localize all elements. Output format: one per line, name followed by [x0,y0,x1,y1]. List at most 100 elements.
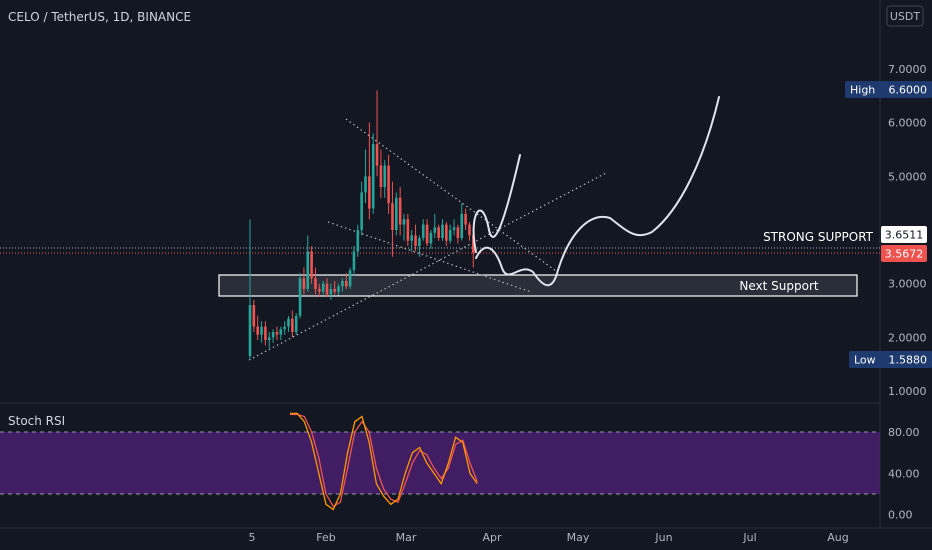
candle-body [252,305,256,327]
candle [260,321,263,343]
candle-body [275,331,279,335]
candle [248,219,252,360]
support-value: 3.6511 [885,229,924,242]
candle [275,326,279,341]
candle [344,272,348,290]
candle [352,246,356,276]
time-tick-label: Apr [482,531,502,544]
candle-body [414,235,417,247]
candle-body [379,165,383,188]
candle-body [271,331,275,338]
candle [333,280,336,295]
candle [310,246,313,284]
candle [321,280,325,295]
candle [433,213,437,239]
candle [456,224,460,244]
candle [387,154,390,214]
last-price-value: 3.5672 [885,248,924,261]
candle-body [452,227,456,230]
candle-body [464,213,467,225]
rsi-title: Stoch RSI [8,414,65,428]
candle-body [410,235,413,241]
candle-body [329,289,333,295]
candle-body [391,203,394,230]
candle [375,90,379,177]
candle [364,149,367,204]
time-tick-label: Jun [654,531,672,544]
candle [379,149,383,198]
candle [448,224,452,244]
candle [464,208,467,230]
candle-body [406,219,410,241]
next-support-label: Next Support [739,279,819,293]
time-tick-label: 5 [249,531,256,544]
rsi-k-line [290,412,478,511]
next-support-zone[interactable] [218,274,858,297]
candle [410,230,413,252]
candle-body [291,318,294,332]
candle-body [310,251,313,279]
candle-body [360,192,363,230]
candle-body [325,283,329,295]
high-price-badge: High 6.6000 [845,81,932,98]
candle-body [429,232,433,244]
low-label: Low [854,354,876,367]
candle [264,321,267,346]
chart-title: CELO / TetherUS, 1D, BINANCE [8,10,191,24]
projection-path-main[interactable] [475,96,720,287]
price-axis[interactable]: 7.0000 6.0000 5.0000 3.0000 2.0000 1.0000 [888,63,927,398]
candle [406,213,410,247]
candle [437,224,440,241]
time-tick-label: Aug [827,531,848,544]
candle-body [371,144,375,209]
candle [452,219,456,236]
candle [337,283,340,296]
candle-body [306,251,310,290]
candle [252,299,256,332]
candle [283,321,286,335]
price-tick-label: 2.0000 [888,331,927,344]
candle [402,213,406,241]
time-axis[interactable]: 5 Feb Mar Apr May Jun Jul Aug [249,531,849,544]
currency-button[interactable]: USDT [886,5,924,27]
time-tick-label: May [567,531,590,544]
price-tick-label: 3.0000 [888,278,927,291]
ascending-trendline[interactable] [248,172,607,361]
candle-body [460,213,464,239]
candle [267,331,271,349]
descending-trendline[interactable] [345,118,557,272]
candle [425,219,429,247]
candle-body [344,280,348,287]
candle [271,329,275,343]
candle-body [468,224,471,236]
candle-body [352,251,356,271]
candle [291,310,294,338]
candle-body [375,144,379,166]
candle-body [425,224,429,244]
rsi-tick-label: 40.00 [888,467,920,480]
candle-body [472,235,475,254]
low-price-badge: Low 1.5880 [849,351,932,368]
candle-body [260,326,263,335]
candle [371,133,375,214]
candle [298,272,302,319]
candle-body [402,219,406,225]
candle-body [314,278,317,290]
candle [391,181,394,257]
last-price-badge: 3.5672 [881,245,927,262]
candle-body [441,224,444,239]
time-tick-label: Feb [316,531,335,544]
candle [398,187,402,236]
candle-body [283,326,286,330]
candle [468,221,471,241]
candle [348,267,352,290]
candle [302,267,306,295]
candle-body [256,326,259,335]
candle [325,278,329,298]
candle-body [248,305,252,357]
rsi-axis[interactable]: 80.00 40.00 0.00 [888,426,920,522]
projection-path-bullish[interactable] [472,154,521,253]
candle-body [456,227,460,239]
candles [248,90,475,360]
candle-body [318,289,321,292]
